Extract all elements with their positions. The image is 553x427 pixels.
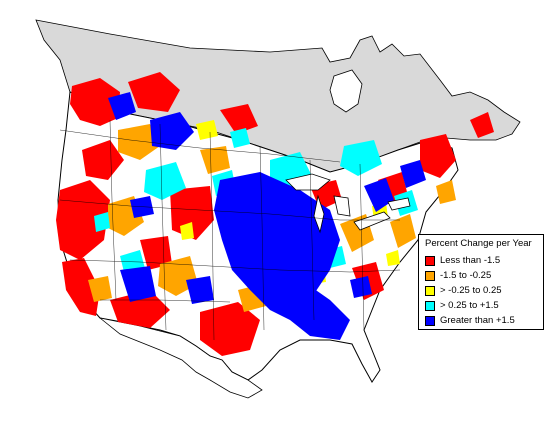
legend-swatch-orange: [425, 270, 435, 281]
trend-patches: [56, 72, 494, 356]
legend-swatch-blue: [425, 315, 435, 326]
legend-item: Greater than +1.5: [425, 313, 539, 328]
legend: Percent Change per Year Less than -1.5 -…: [418, 234, 544, 330]
legend-item-label: > 0.25 to +1.5: [440, 300, 499, 311]
legend-item-label: Less than -1.5: [440, 255, 501, 266]
legend-item: > -0.25 to 0.25: [425, 283, 539, 298]
legend-item: > 0.25 to +1.5: [425, 298, 539, 313]
state-borders: [59, 119, 401, 341]
legend-item-label: Greater than +1.5: [440, 315, 515, 326]
legend-item-label: > -0.25 to 0.25: [440, 285, 502, 296]
legend-swatch-red: [425, 255, 435, 266]
great-lakes: [285, 173, 411, 234]
legend-title: Percent Change per Year: [425, 238, 532, 249]
legend-swatch-yellow: [425, 285, 435, 296]
mexico-land: [99, 317, 263, 399]
legend-item: Less than -1.5: [425, 253, 539, 268]
hudson-bay: [329, 69, 363, 113]
legend-item-label: -1.5 to -0.25: [440, 270, 492, 281]
legend-swatch-cyan: [425, 300, 435, 311]
legend-item: -1.5 to -0.25: [425, 268, 539, 283]
